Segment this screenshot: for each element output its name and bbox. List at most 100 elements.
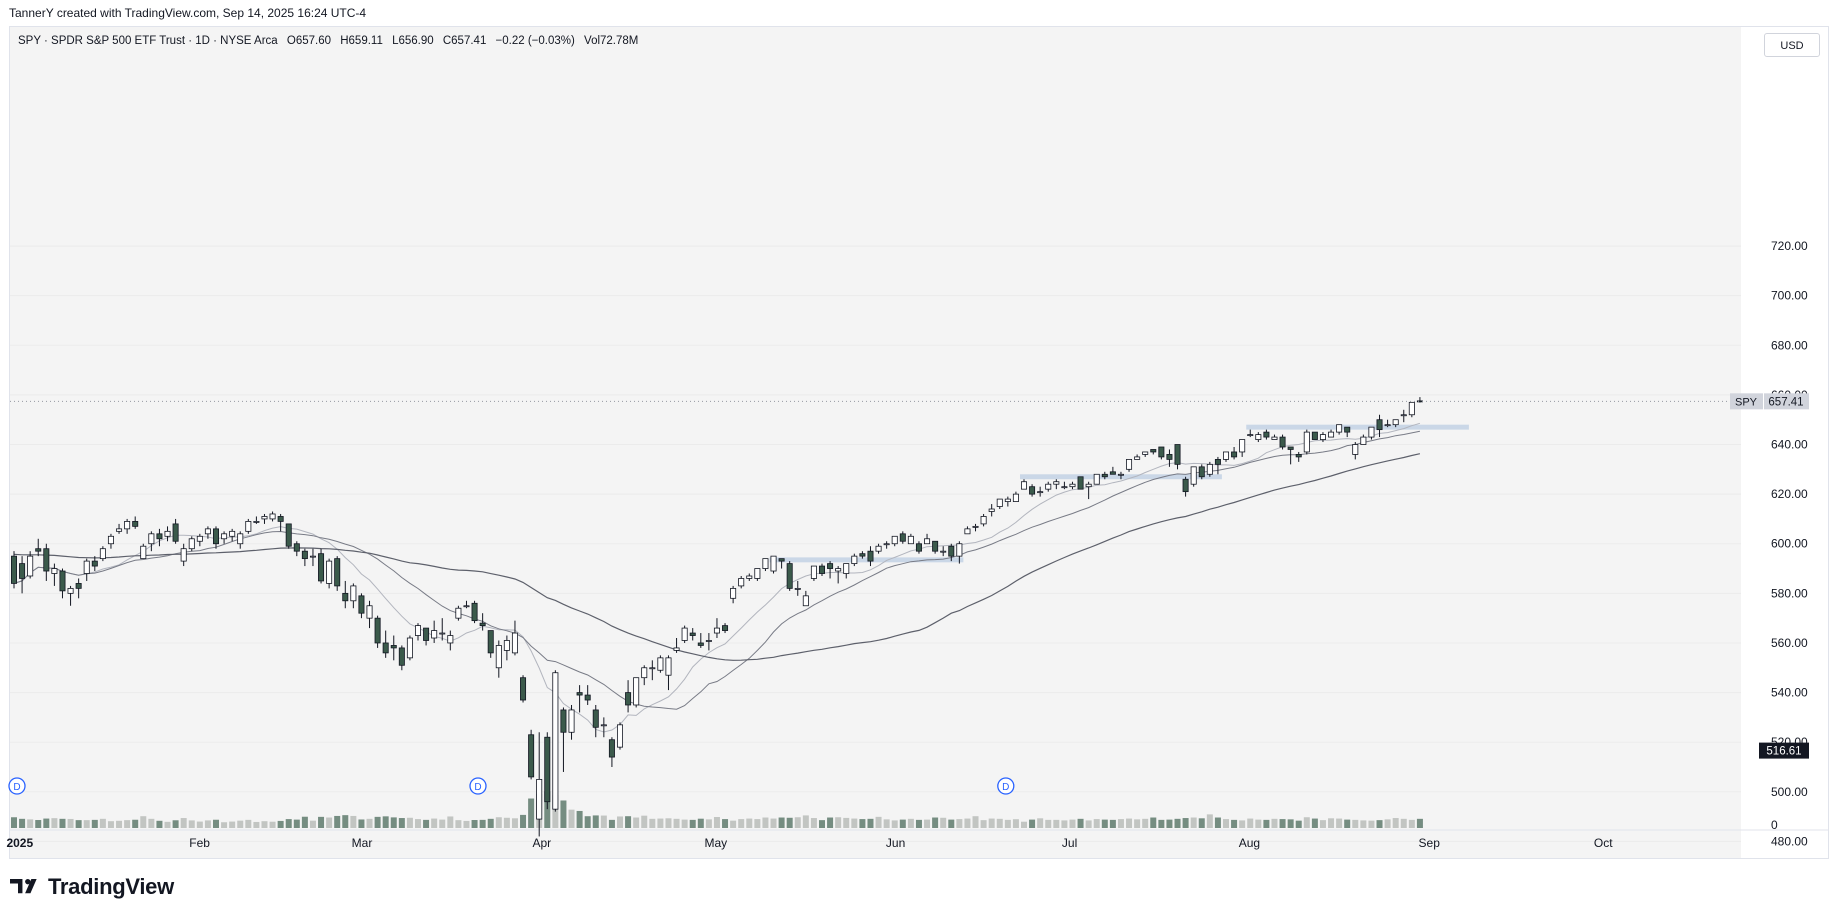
candle[interactable] [285,523,292,549]
candle[interactable] [891,535,898,547]
candle[interactable] [204,526,211,539]
candle[interactable] [51,563,58,586]
candle[interactable] [148,531,155,552]
candle[interactable] [713,618,720,639]
candle[interactable] [1045,481,1052,492]
candle[interactable] [1134,454,1141,460]
candle[interactable] [859,551,866,559]
candle[interactable] [366,600,373,629]
candle[interactable] [1279,434,1286,450]
candle[interactable] [132,516,139,529]
candle[interactable] [536,732,543,837]
candle[interactable] [1360,434,1367,445]
candle[interactable] [503,635,510,661]
candle[interactable] [835,566,842,584]
candle[interactable] [915,541,922,554]
candle[interactable] [568,704,575,740]
candle[interactable] [229,528,236,542]
candle[interactable] [479,613,486,631]
symbol-legend[interactable]: SPY · SPDR S&P 500 ETF Trust · 1D · NYSE… [18,35,644,47]
candle[interactable] [1021,479,1028,490]
candle[interactable] [172,518,179,544]
candle[interactable] [318,548,325,584]
candle[interactable] [1198,464,1205,480]
candle[interactable] [1319,432,1326,443]
candle[interactable] [10,551,17,589]
candle[interactable] [358,593,365,619]
candle[interactable] [1263,429,1270,440]
candle[interactable] [584,685,591,705]
candle[interactable] [1101,471,1108,480]
candle[interactable] [35,538,42,557]
candle[interactable] [326,558,333,589]
candle[interactable] [867,546,874,567]
candle[interactable] [334,556,341,591]
candle[interactable] [956,541,963,564]
candle[interactable] [67,585,74,606]
candle[interactable] [156,528,163,547]
candle[interactable] [633,677,640,708]
candle[interactable] [617,722,624,750]
candle-layer[interactable] [10,397,1423,837]
candle[interactable] [964,526,971,535]
candle[interactable] [180,543,187,567]
candle[interactable] [1182,476,1189,497]
candle[interactable] [883,541,890,549]
candle[interactable] [738,575,745,589]
candle[interactable] [1223,451,1230,462]
candle[interactable] [552,670,559,812]
candle[interactable] [447,630,454,651]
candle[interactable] [1174,444,1181,470]
currency-button[interactable]: USD [1764,33,1820,57]
candle[interactable] [342,580,349,609]
candle[interactable] [253,516,260,524]
candle[interactable] [1336,424,1343,435]
candle[interactable] [1142,451,1149,457]
candle[interactable] [1287,446,1294,465]
candle[interactable] [309,548,316,567]
candle[interactable] [1328,429,1335,438]
candle[interactable] [972,523,979,532]
candle[interactable] [196,533,203,547]
candle[interactable] [164,526,171,542]
candle[interactable] [75,578,82,599]
candle[interactable] [722,623,729,634]
candle[interactable] [1053,479,1060,490]
candle[interactable] [221,531,228,544]
candle[interactable] [924,533,931,545]
candle[interactable] [116,523,123,534]
candle[interactable] [237,531,244,549]
candle[interactable] [560,707,567,772]
candle[interactable] [487,630,494,658]
candle[interactable] [794,580,801,596]
candle[interactable] [374,615,381,648]
candle[interactable] [107,533,114,549]
candle[interactable] [1408,401,1415,418]
candle[interactable] [1295,451,1302,462]
candle[interactable] [269,511,276,522]
candle[interactable] [576,685,583,713]
candle[interactable] [261,513,268,524]
candle[interactable] [1255,432,1262,443]
candle[interactable] [980,513,987,527]
candle[interactable] [1061,481,1068,490]
candle[interactable] [746,573,753,581]
candle[interactable] [819,563,826,576]
candle[interactable] [1012,491,1019,502]
candle[interactable] [431,620,438,643]
candle[interactable] [390,635,397,661]
candle[interactable] [528,729,535,780]
candle[interactable] [1158,446,1165,460]
candle[interactable] [875,543,882,554]
candle[interactable] [414,623,421,641]
dividend-marker[interactable]: D [997,777,1015,795]
candle[interactable] [301,548,308,567]
candle[interactable] [641,665,648,686]
candle[interactable] [382,630,389,658]
candle[interactable] [140,543,147,560]
candle[interactable] [657,655,664,673]
candle[interactable] [754,568,761,581]
candle[interactable] [1085,481,1092,500]
candle[interactable] [1206,461,1213,477]
